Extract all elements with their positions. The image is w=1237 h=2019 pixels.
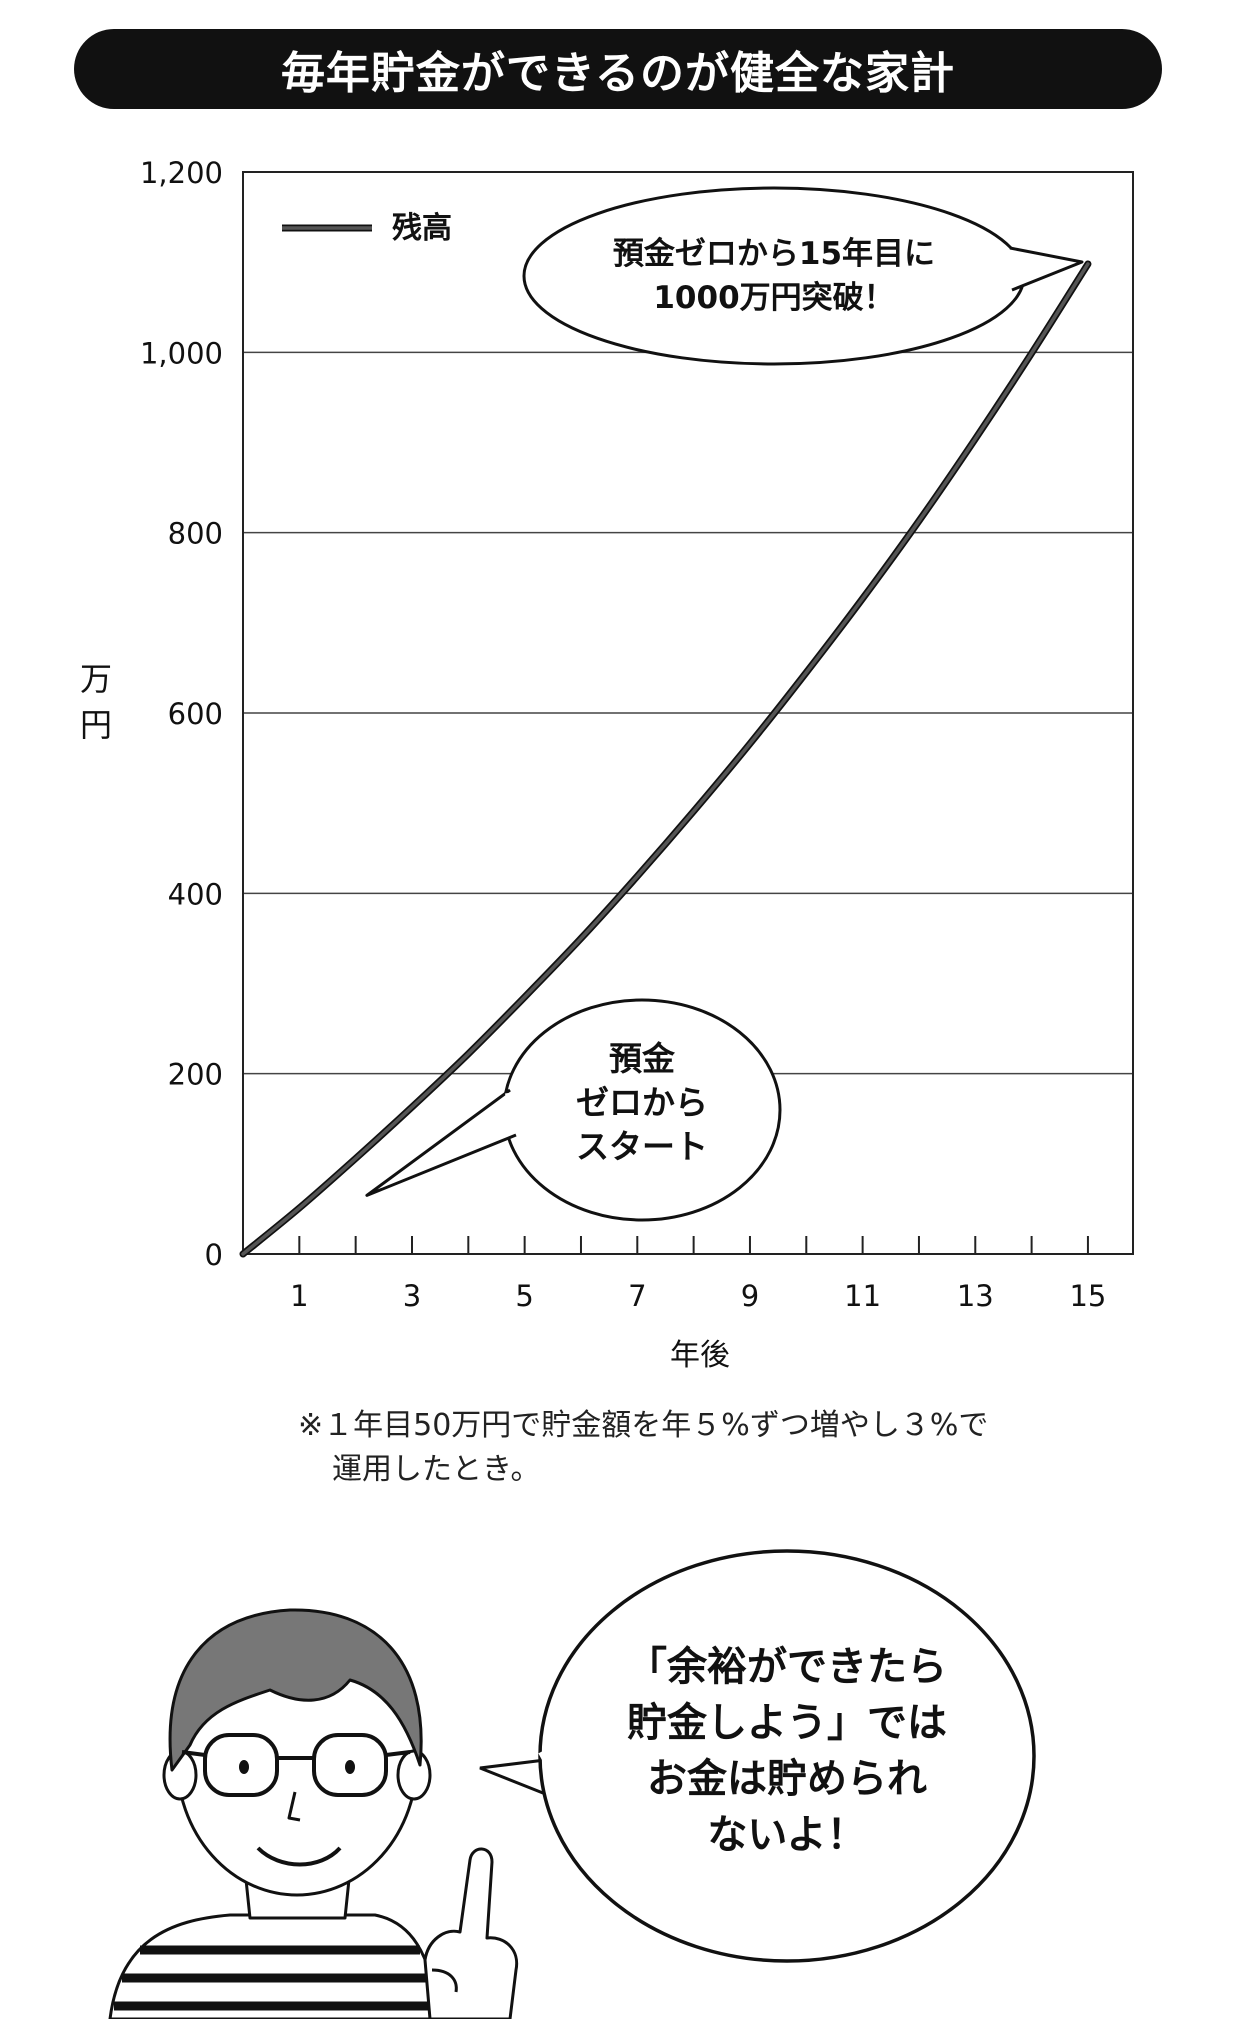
annotation-end-bubble	[522, 186, 1026, 366]
y-tick-label: 200	[168, 1058, 223, 1092]
smile	[256, 1846, 342, 1867]
x-tick-label: 3	[403, 1279, 421, 1313]
hair	[168, 1608, 423, 1772]
y-tick-label: 0	[205, 1238, 223, 1272]
annotation-start-tail-mask	[505, 1092, 517, 1133]
footnote: ※１年目50万円で貯金額を年５%ずつ増やし３%で 運用したとき。	[298, 1404, 1178, 1492]
x-axis-ticks: 1 3 5 7 9 11 13 15	[290, 1236, 1106, 1313]
speech-line-1: 「余裕ができたら	[627, 1644, 947, 1690]
character	[108, 1608, 519, 2019]
footnote-line-1: ※１年目50万円で貯金額を年５%ずつ増やし３%で	[298, 1408, 989, 1443]
x-tick-label: 9	[741, 1279, 759, 1313]
annotation-end-line: 預金ゼロから15年目に	[613, 236, 935, 272]
speech-line-4: ないよ！	[707, 1812, 866, 1858]
chart-title-banner: 毎年貯金ができるのが健全な家計	[74, 29, 1162, 109]
glasses-icon	[181, 1733, 411, 1797]
y-axis-ticks: 0 200 400 600 800 1,000 1,200	[140, 156, 223, 1272]
x-axis-label: 年後	[670, 1338, 730, 1373]
speech-line-2: 貯金しよう」では	[627, 1700, 947, 1746]
footnote-line-2: 運用したとき。	[332, 1452, 541, 1487]
annotation-end-tail	[1009, 246, 1084, 292]
x-tick-label: 7	[628, 1279, 646, 1313]
pointing-hand	[423, 1847, 519, 2019]
grid-lines	[243, 351, 1133, 1075]
y-axis-label-char-1: 万	[80, 660, 112, 698]
series-group	[239, 260, 1092, 1258]
annotation-start-tail	[365, 1088, 517, 1197]
annotation-start-line: スタート	[576, 1127, 708, 1166]
speech-bubble: 「余裕ができたら 貯金しよう」では お金は貯められ ないよ！	[479, 1549, 1036, 1963]
annotation-end-line: 1000万円突破！	[653, 280, 894, 316]
legend-label: 残高	[392, 211, 452, 246]
y-axis-label-char-2: 円	[80, 706, 112, 744]
character-illustration: 「余裕ができたら 貯金しよう」では お金は貯められ ないよ！	[108, 1549, 1036, 2019]
x-tick-label: 11	[844, 1279, 881, 1313]
y-tick-label: 400	[168, 877, 223, 911]
y-tick-label: 600	[168, 697, 223, 731]
x-tick-label: 15	[1069, 1279, 1106, 1313]
x-tick-label: 13	[957, 1279, 994, 1313]
y-tick-label: 800	[168, 517, 223, 551]
annotation-end-tail-mask	[1008, 251, 1016, 287]
shirt-stripes	[114, 1945, 438, 2011]
annotation-end: 預金ゼロから15年目に 1000万円突破！	[522, 186, 1084, 366]
plot-area-frame	[242, 171, 1134, 1255]
annotation-start-line: 預金	[609, 1039, 676, 1078]
chart-title: 毎年貯金ができるのが健全な家計	[280, 48, 956, 99]
x-tick-label: 5	[515, 1279, 533, 1313]
x-tick-label: 1	[290, 1279, 308, 1313]
y-tick-label: 1,000	[140, 336, 223, 370]
legend: 残高	[282, 211, 452, 246]
annotation-start-line: ゼロから	[576, 1083, 708, 1122]
speech-bubble-tail	[479, 1758, 549, 1797]
series-line	[241, 262, 1090, 1256]
speech-line-3: お金は貯められ	[647, 1756, 927, 1802]
y-tick-label: 1,200	[140, 156, 223, 190]
